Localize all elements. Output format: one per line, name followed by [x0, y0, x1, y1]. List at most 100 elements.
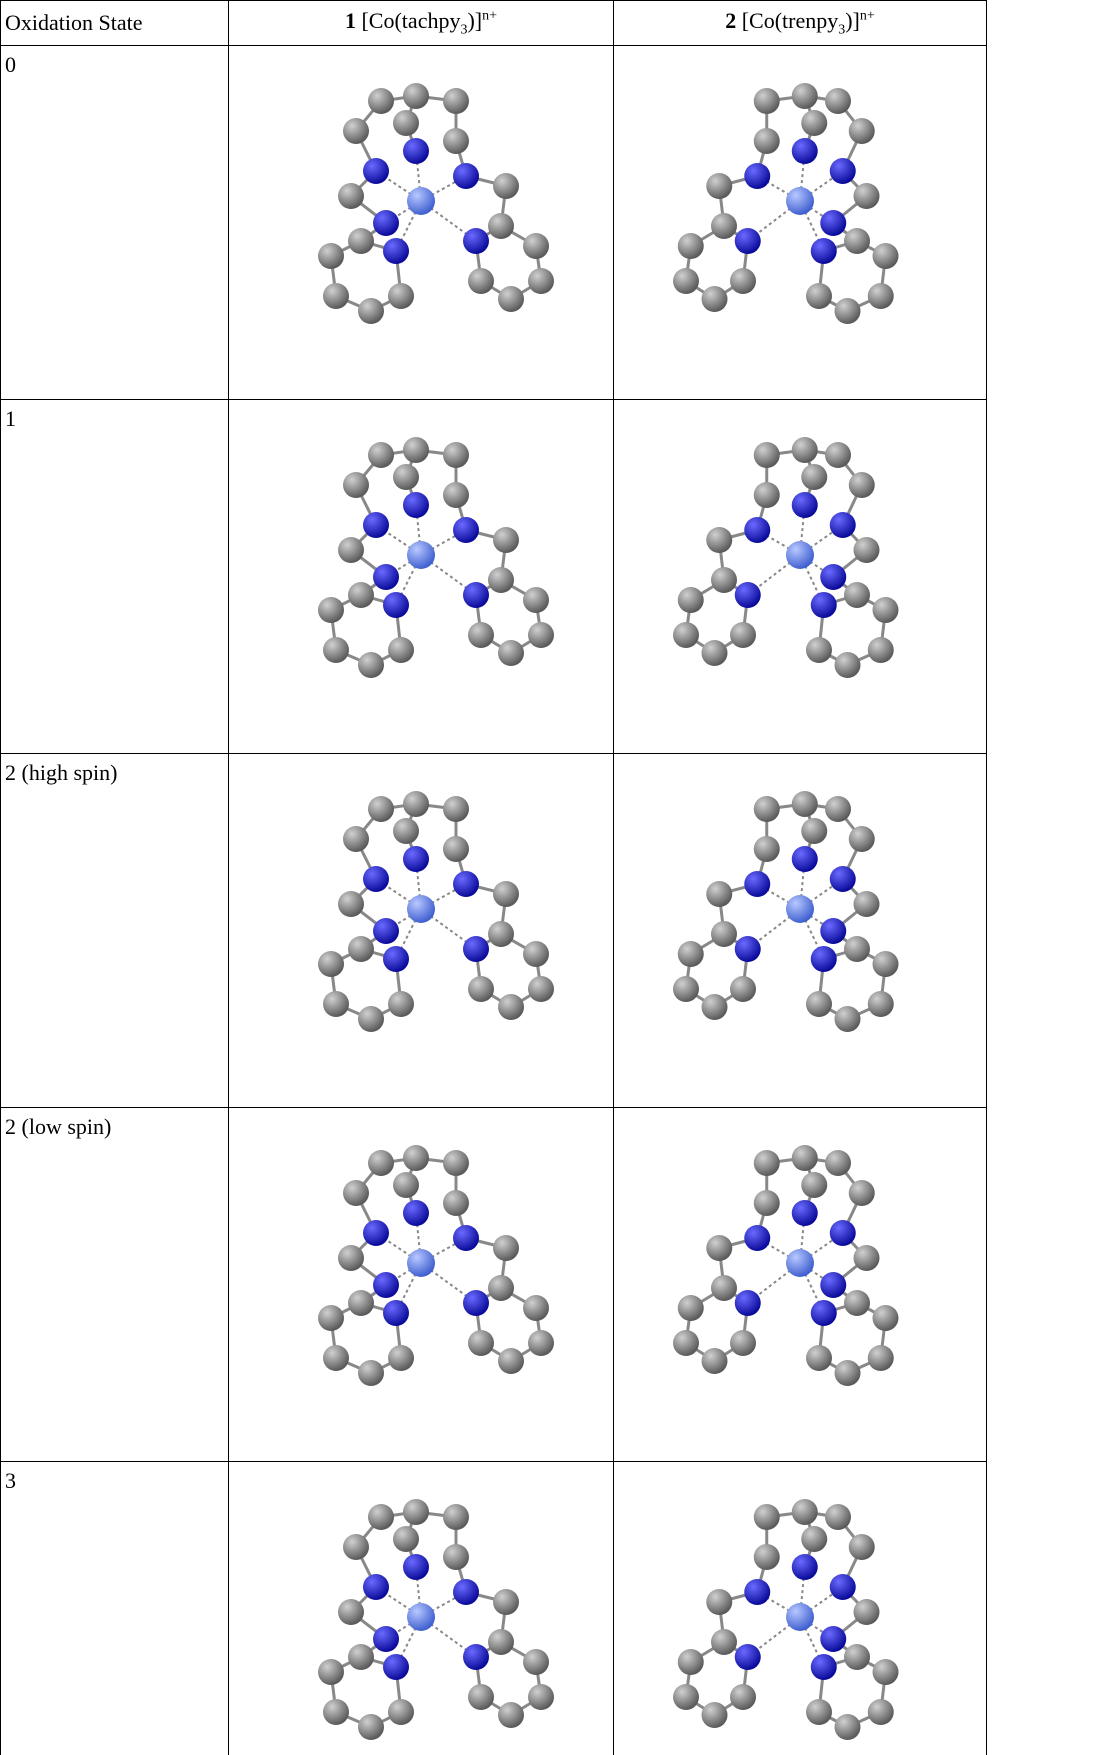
atom [673, 976, 699, 1002]
atom [754, 1504, 780, 1530]
atom [358, 1714, 384, 1740]
atom [801, 1172, 827, 1198]
atom [811, 1300, 837, 1326]
atom [338, 537, 364, 563]
atom [393, 110, 419, 136]
atom [443, 442, 469, 468]
atom [488, 1629, 514, 1655]
header-cell: 1 [Co(tachpy3)]n+ [229, 1, 614, 46]
atom [348, 1644, 374, 1670]
atom [358, 298, 384, 324]
atom [403, 1200, 429, 1226]
oxidation-state-cell: 2 (high spin) [1, 754, 229, 1108]
atom [468, 1684, 494, 1710]
atom [711, 213, 737, 239]
atom [407, 187, 435, 215]
atom [528, 1684, 554, 1710]
formula-charge: n+ [860, 8, 875, 23]
atom [403, 1145, 429, 1171]
atom [806, 991, 832, 1017]
atom [825, 796, 851, 822]
atom [318, 1305, 344, 1331]
atom [678, 1295, 704, 1321]
atom [403, 791, 429, 817]
atom [368, 1150, 394, 1176]
atom [830, 1220, 856, 1246]
atom [403, 138, 429, 164]
atom [493, 1589, 519, 1615]
atom [488, 921, 514, 947]
oxidation-state: 1 [5, 406, 16, 431]
atom [673, 268, 699, 294]
atom [493, 1235, 519, 1261]
atom [754, 128, 780, 154]
atom [453, 163, 479, 189]
atom [801, 1526, 827, 1552]
atom [702, 1348, 728, 1374]
structure-cell [229, 1462, 614, 1755]
atom [844, 582, 870, 608]
atom [343, 826, 369, 852]
atom [373, 1626, 399, 1652]
compound-number: 1 [345, 8, 356, 33]
atom [873, 597, 899, 623]
atom [830, 1574, 856, 1600]
atom [868, 283, 894, 309]
header-cell: 2 [Co(trenpy3)]n+ [614, 1, 987, 46]
atom [844, 1290, 870, 1316]
atom [792, 791, 818, 817]
molecule-image [271, 66, 571, 346]
oxidation-state-cell: 3 [1, 1462, 229, 1755]
atom [754, 1544, 780, 1570]
molecule-image [650, 1482, 950, 1755]
atom [835, 1714, 861, 1740]
atom [498, 994, 524, 1020]
atom [463, 582, 489, 608]
atom [811, 238, 837, 264]
atom [806, 283, 832, 309]
atom [754, 1190, 780, 1216]
atom [678, 233, 704, 259]
molecule-image [650, 774, 950, 1054]
oxidation-state-cell: 2 (low spin) [1, 1108, 229, 1462]
molecule-image [271, 420, 571, 700]
atom [528, 976, 554, 1002]
atom [730, 1684, 756, 1710]
compound-number: 2 [725, 8, 736, 33]
atom [835, 652, 861, 678]
atom [358, 1360, 384, 1386]
atom [463, 1644, 489, 1670]
atom [373, 1272, 399, 1298]
atom [383, 238, 409, 264]
atom [744, 1579, 770, 1605]
atom [403, 437, 429, 463]
table-row: 2 (low spin) [1, 1108, 987, 1462]
atom [835, 1360, 861, 1386]
atom [407, 895, 435, 923]
atom [318, 951, 344, 977]
page: Oxidation State1 [Co(tachpy3)]n+2 [Co(tr… [0, 0, 1102, 1755]
atom [403, 492, 429, 518]
atom [338, 1599, 364, 1625]
table-row: 3 [1, 1462, 987, 1755]
atom [730, 622, 756, 648]
atom [523, 587, 549, 613]
atom [468, 976, 494, 1002]
atom [463, 228, 489, 254]
atom [528, 268, 554, 294]
atom [403, 83, 429, 109]
atom [363, 1220, 389, 1246]
atom [443, 1504, 469, 1530]
atom [393, 1172, 419, 1198]
atom [786, 1603, 814, 1631]
atom [711, 921, 737, 947]
atom [368, 442, 394, 468]
atom [673, 622, 699, 648]
atom [792, 492, 818, 518]
atom [868, 637, 894, 663]
atom [754, 88, 780, 114]
atom [383, 1300, 409, 1326]
atom [318, 243, 344, 269]
atom [830, 158, 856, 184]
